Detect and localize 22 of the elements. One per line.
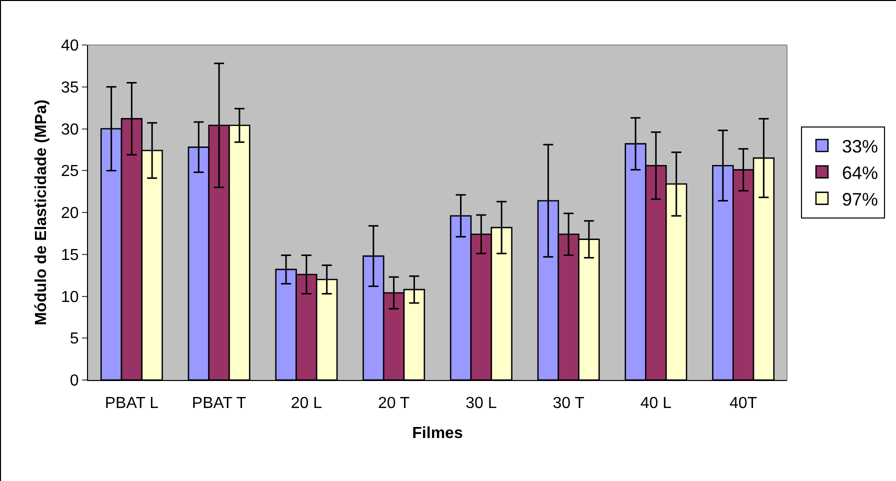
y-axis-title: Módulo de Elasticidade (MPa) — [33, 100, 50, 326]
y-tick-label: 35 — [61, 79, 79, 96]
y-tick-label: 40 — [61, 38, 79, 55]
x-tick-label: 40T — [730, 395, 758, 412]
x-tick-label: PBAT T — [192, 395, 246, 412]
legend-label: 97% — [842, 189, 878, 210]
y-tick-label: 10 — [61, 288, 79, 306]
y-tick-label: 15 — [61, 246, 79, 264]
y-tick-label: 20 — [61, 205, 79, 222]
y-tick-label: 5 — [70, 330, 79, 348]
x-tick-label: PBAT L — [104, 395, 159, 412]
x-tick-label: 20 T — [378, 395, 410, 412]
x-tick-label: 40 L — [640, 395, 672, 412]
y-tick-label: 0 — [70, 372, 79, 390]
y-tick-label: 25 — [61, 163, 79, 180]
x-tick-label: 20 L — [290, 395, 322, 412]
y-tick-label: 30 — [61, 121, 79, 138]
x-tick-label: 30 L — [466, 395, 497, 412]
legend-label: 33% — [842, 136, 878, 157]
legend-label: 64% — [842, 162, 878, 183]
x-axis-title: Filmes — [412, 425, 463, 442]
x-tick-label: 30 T — [552, 395, 585, 412]
